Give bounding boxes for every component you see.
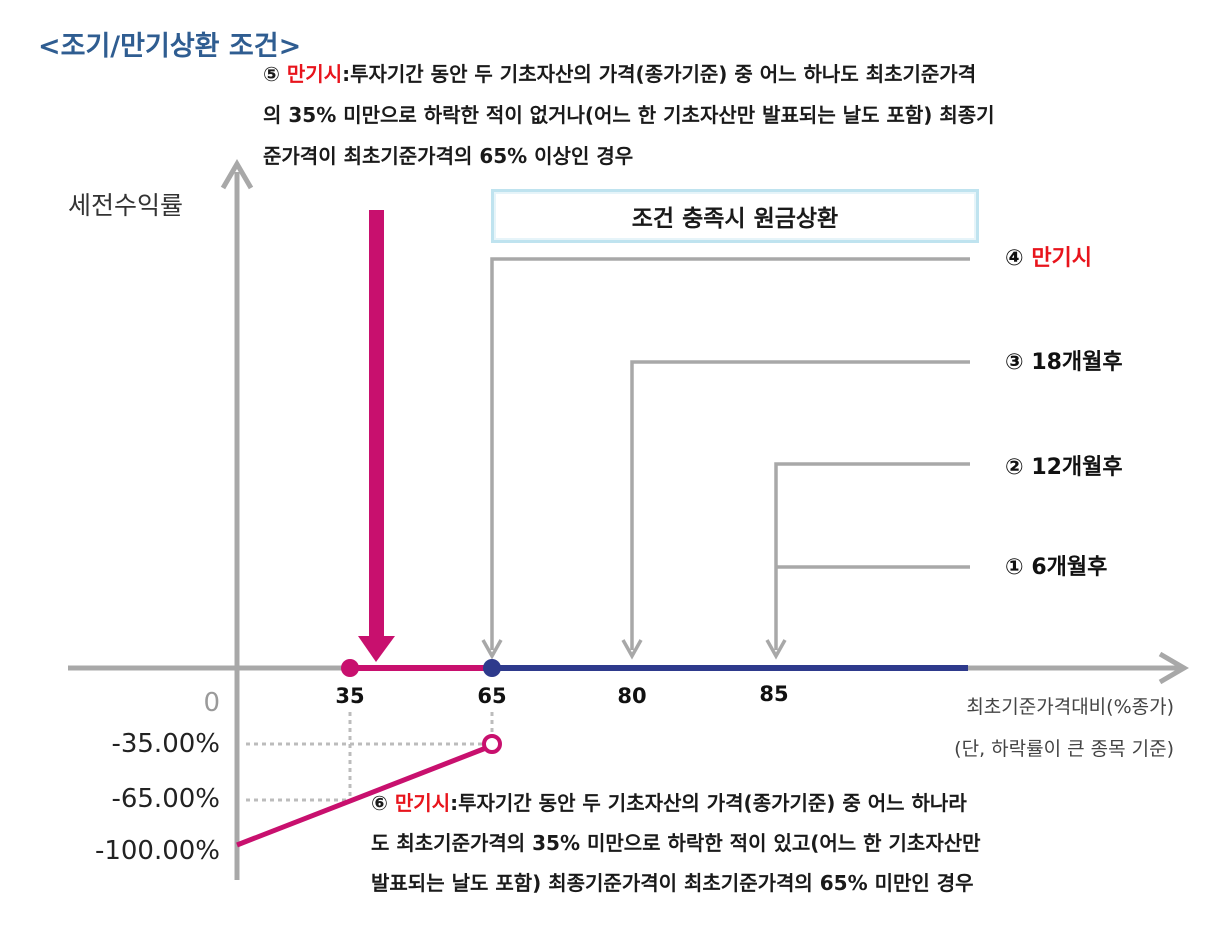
condition-maturity: ④ 만기시 [1005, 240, 1092, 272]
condition-marker: ① [1005, 555, 1024, 580]
note-6-text-1: :투자기간 동안 두 기초자산의 가격(종가기준) 중 어느 하나라 [450, 791, 967, 815]
note-5-line3: 준가격이 최초기준가격의 65% 이상인 경우 [263, 144, 634, 168]
knock-in-arrow-shaft [369, 210, 384, 640]
condition-label: 12개월후 [1031, 455, 1123, 480]
arrowhead-18m [621, 639, 643, 660]
note-5-text-1: :투자기간 동안 두 기초자산의 가격(종가기준) 중 어느 하나도 최초기준가… [342, 62, 977, 86]
note-5-label: 만기시 [286, 62, 343, 86]
condition-line-18m [630, 360, 970, 650]
note-5-line2: 의 35% 미만으로 하락한 적이 없거나(어느 한 기초자산만 발표되는 날도… [263, 103, 995, 127]
y-axis-label: 세전수익률 [68, 191, 184, 220]
x-tick-85: 85 [759, 682, 789, 706]
note-5-marker: ⑤ [263, 62, 280, 86]
box-label: 조건 충족시 원금상환 [631, 206, 839, 232]
x-tick-35: 35 [335, 684, 365, 708]
condition-label: 18개월후 [1031, 350, 1123, 375]
condition-12m: ② 12개월후 [1005, 449, 1123, 481]
y-tick-65: -65.00% [111, 784, 220, 814]
arrowhead-85 [765, 639, 787, 660]
condition-6m: ① 6개월후 [1005, 549, 1107, 581]
note-6-line3: 발표되는 날도 포함) 최종기준가격이 최초기준가격의 65% 미만인 경우 [371, 871, 974, 895]
point-35 [341, 659, 359, 677]
condition-marker: ③ [1005, 350, 1024, 375]
page-title: <조기/만기상환 조건> [38, 31, 302, 62]
open-point-65 [482, 734, 502, 754]
y-tick-35: -35.00% [111, 729, 220, 759]
note-6-marker: ⑥ [371, 791, 388, 815]
x-axis-sublabel: (단, 하락률이 큰 종목 기준) [954, 738, 1174, 760]
y-axis-arrowhead [220, 159, 254, 190]
y-tick-0: 0 [203, 688, 220, 718]
note-6: ⑥ 만기시:투자기간 동안 두 기초자산의 가격(종가기준) 중 어느 하나라 … [371, 783, 981, 903]
principal-repayment-box: 조건 충족시 원금상환 [491, 189, 979, 243]
note-6-label: 만기시 [394, 791, 451, 815]
note-5-line1: ⑤ 만기시:투자기간 동안 두 기초자산의 가격(종가기준) 중 어느 하나도 … [263, 54, 995, 95]
condition-marker: ④ [1005, 246, 1024, 271]
x-tick-80: 80 [617, 684, 647, 708]
condition-marker: ② [1005, 455, 1024, 480]
condition-line-maturity [490, 257, 970, 650]
loss-line [236, 745, 487, 848]
x-axis-label: 최초기준가격대비(%종가) [966, 696, 1174, 718]
condition-label: 만기시 [1031, 246, 1093, 271]
condition-label: 6개월후 [1031, 555, 1108, 580]
x-tick-65: 65 [477, 684, 507, 708]
arrowhead-maturity [481, 639, 503, 660]
x-axis-arrowhead [1158, 651, 1189, 685]
note-6-line1: ⑥ 만기시:투자기간 동안 두 기초자산의 가격(종가기준) 중 어느 하나라 [371, 783, 981, 823]
y-tick-100: -100.00% [94, 836, 220, 866]
note-6-line2: 도 최초기준가격의 35% 미만으로 하락한 적이 있고(어느 한 기초자산만 [371, 831, 981, 855]
note-5: ⑤ 만기시:투자기간 동안 두 기초자산의 가격(종가기준) 중 어느 하나도 … [263, 54, 995, 177]
condition-line-12m [774, 462, 970, 650]
knock-in-arrow-head [358, 636, 395, 662]
point-65 [483, 659, 501, 677]
condition-18m: ③ 18개월후 [1005, 344, 1123, 376]
